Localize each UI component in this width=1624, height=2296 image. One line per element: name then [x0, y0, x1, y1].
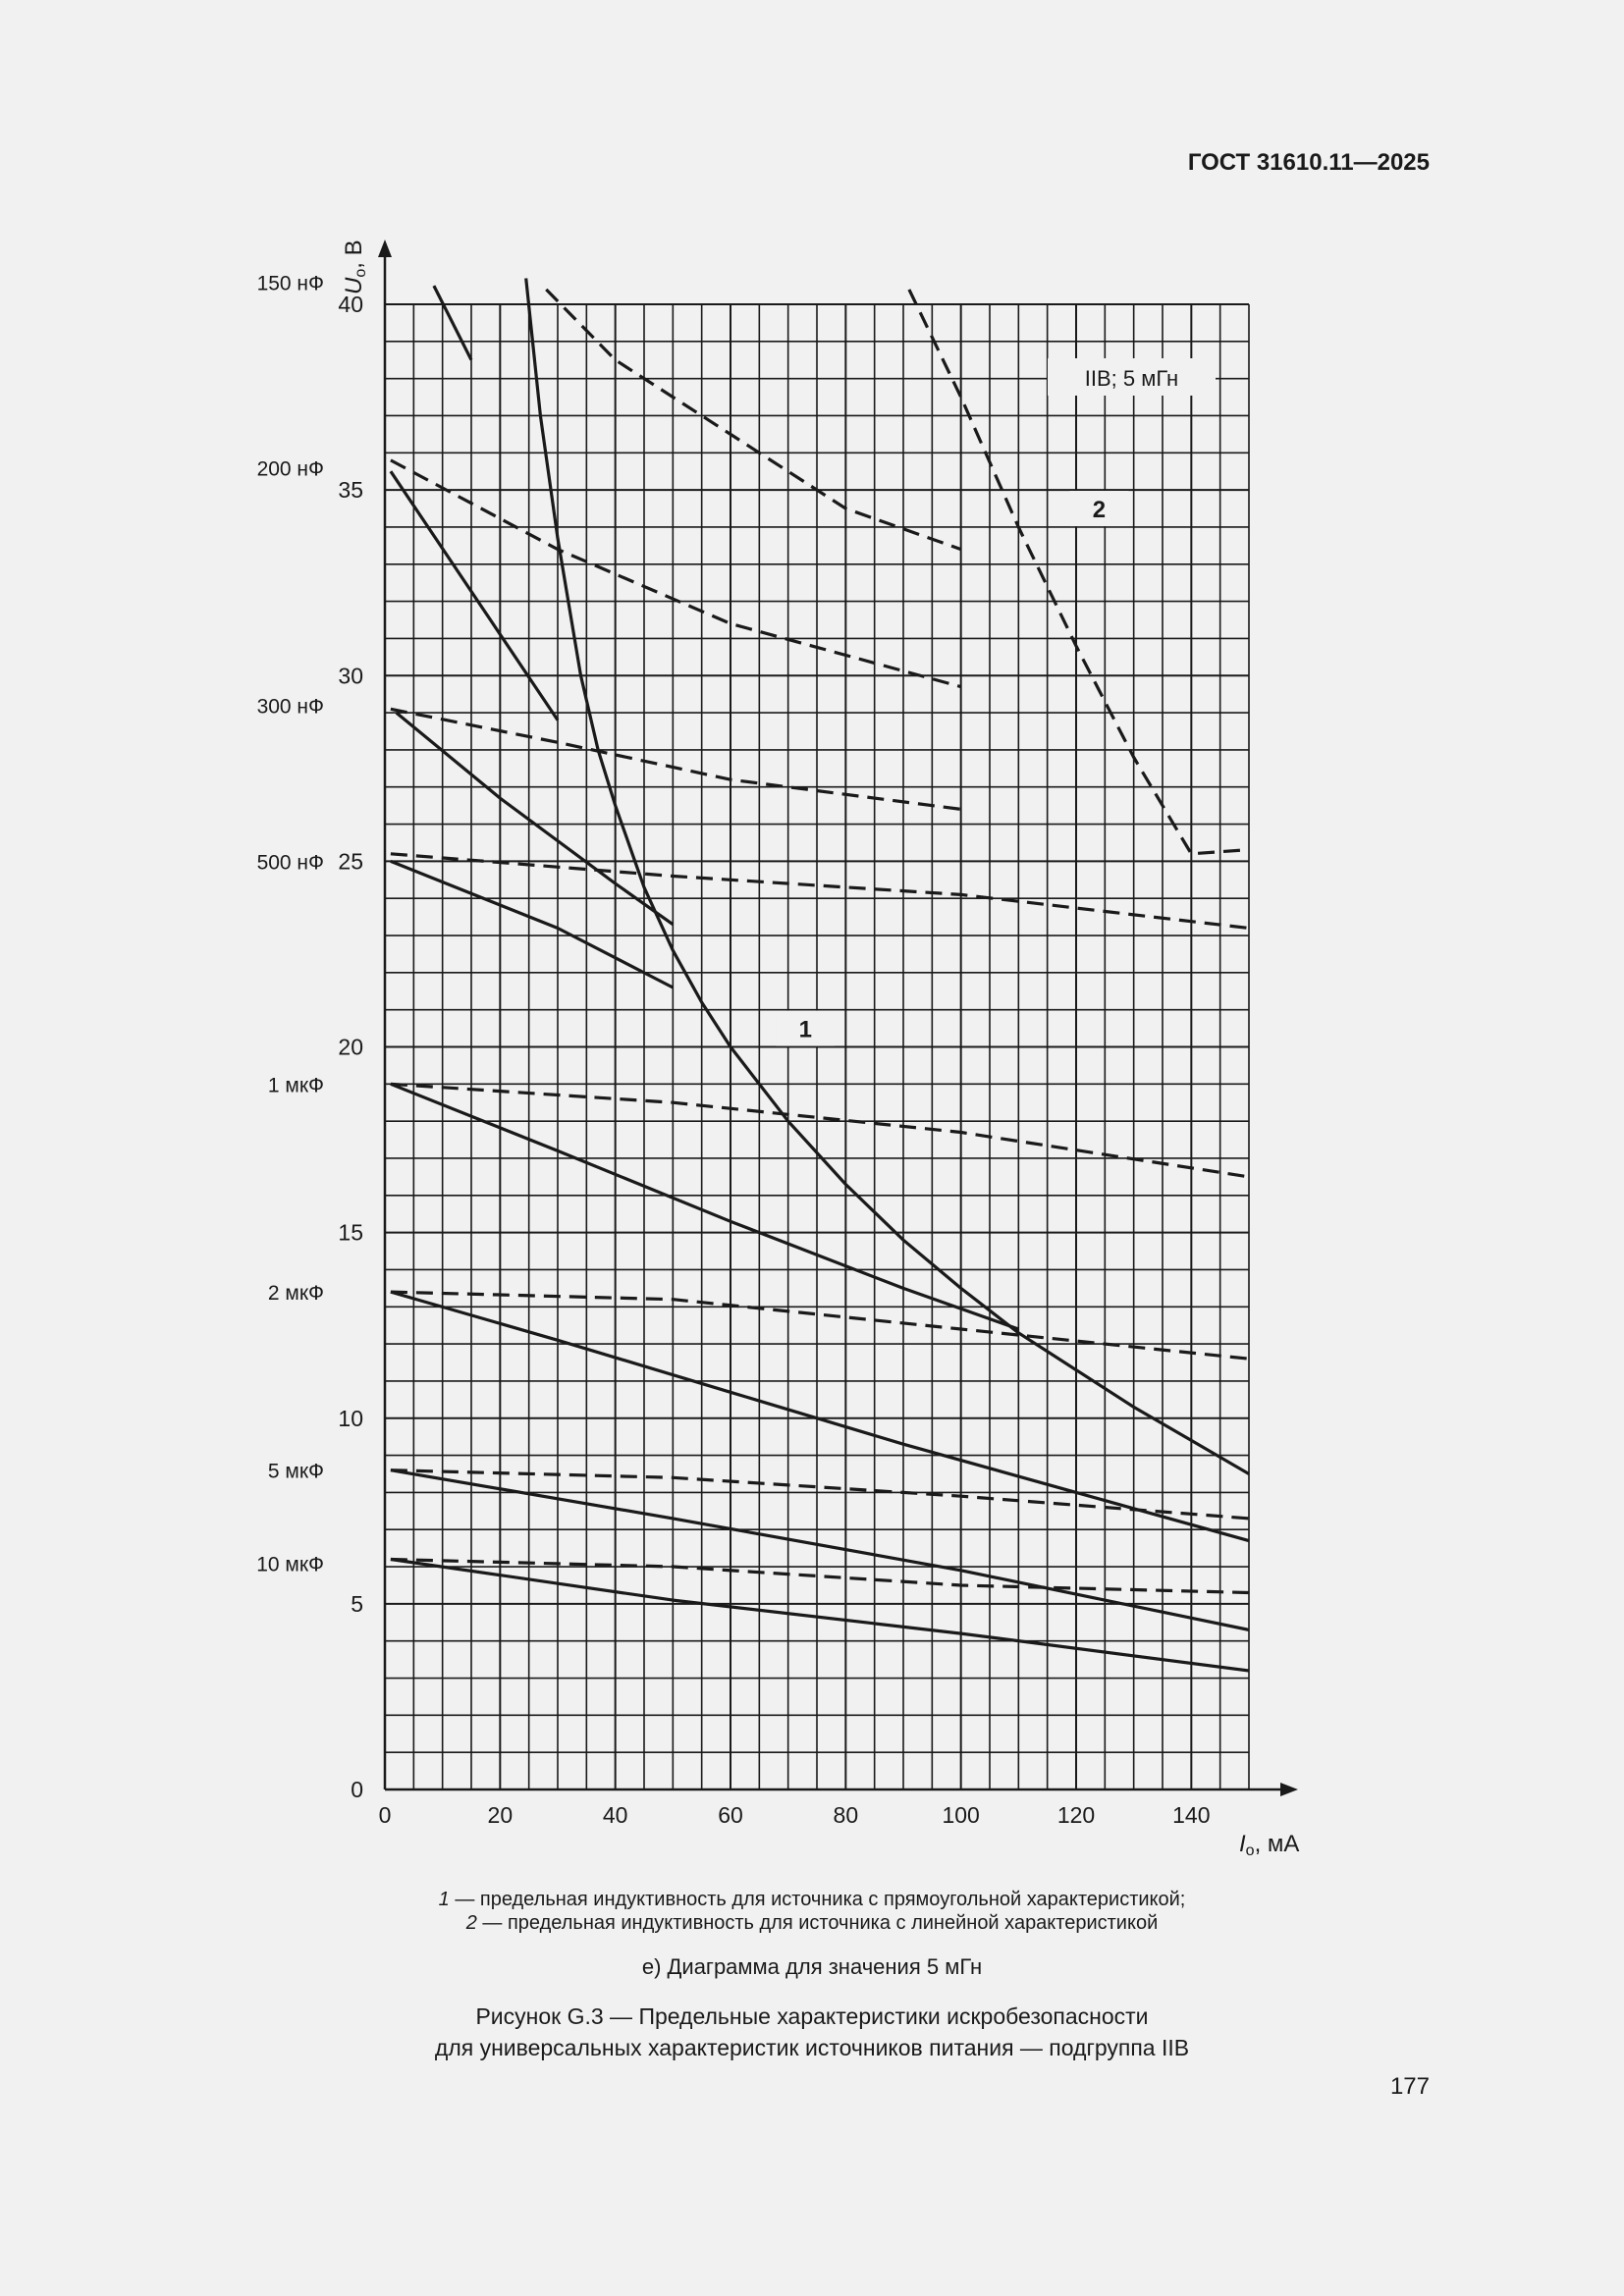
- caption-line-2: для универсальных характеристик источник…: [434, 2035, 1190, 2060]
- document-number: ГОСТ 31610.11—2025: [1187, 149, 1430, 176]
- x-tick-label: 20: [488, 1802, 514, 1828]
- capacitance-label: 500 нФ: [257, 851, 324, 874]
- solid-curve: [389, 470, 560, 721]
- x-axis-arrow: [1280, 1783, 1298, 1796]
- dashed-curve: [390, 1468, 1250, 1521]
- dashed-curve: [390, 1290, 1250, 1361]
- figure-caption: Рисунок G.3 — Предельные характеристики …: [0, 2001, 1624, 2063]
- x-axis-label: Io, мА: [1239, 1831, 1299, 1859]
- solid-curve: [390, 859, 675, 989]
- curve-label: 1: [799, 1017, 812, 1043]
- dashed-curve: [390, 707, 961, 811]
- y-tick-label: 0: [351, 1777, 363, 1802]
- page-number: 177: [1389, 2073, 1430, 2100]
- x-tick-label: 0: [379, 1802, 392, 1828]
- solid-curve: [524, 278, 1250, 1475]
- y-tick-label: 10: [338, 1406, 363, 1431]
- y-tick-label: 40: [338, 292, 363, 317]
- legend-number: 2: [465, 1912, 477, 1934]
- legend-text: — предельная индуктивность для источника…: [476, 1912, 1159, 1934]
- solid-curve: [432, 285, 473, 361]
- capacitance-label: 300 нФ: [257, 696, 324, 719]
- x-tick-label: 100: [942, 1802, 979, 1828]
- annotation-box: [1048, 358, 1216, 396]
- solid-curve: [390, 1290, 1250, 1543]
- caption-line-1: Рисунок G.3 — Предельные характеристики …: [475, 2003, 1149, 2029]
- legend-text: — предельная индуктивность для источника…: [449, 1889, 1186, 1910]
- curve-label: 2: [1093, 497, 1106, 523]
- capacitance-label: 5 мкФ: [268, 1461, 324, 1483]
- curve-label-box: [1069, 491, 1129, 527]
- x-tick-label: 80: [834, 1802, 859, 1828]
- y-axis-label: Uo, В: [341, 240, 369, 294]
- capacitance-label: 1 мкФ: [268, 1074, 324, 1096]
- y-tick-label: 30: [338, 663, 363, 688]
- dashed-curve: [390, 852, 1250, 931]
- dashed-curve: [390, 1082, 1250, 1179]
- capacitance-label: 200 нФ: [257, 457, 324, 480]
- x-tick-label: 60: [718, 1802, 743, 1828]
- y-tick-label: 15: [338, 1220, 363, 1246]
- x-tick-label: 120: [1057, 1802, 1095, 1828]
- x-tick-label: 140: [1172, 1802, 1210, 1828]
- legend-number: 1: [438, 1889, 450, 1910]
- y-tick-label: 35: [338, 477, 363, 503]
- capacitance-label: 2 мкФ: [268, 1282, 324, 1305]
- capacitance-label: 10 мкФ: [256, 1553, 324, 1575]
- solid-curve: [390, 1557, 1250, 1673]
- y-tick-label: 20: [338, 1035, 363, 1060]
- y-tick-label: 5: [351, 1591, 363, 1617]
- solid-curve: [390, 1082, 1019, 1331]
- solid-curve: [395, 711, 675, 927]
- dashed-curve: [545, 288, 962, 552]
- capacitance-label: 150 нФ: [257, 272, 324, 294]
- y-axis-arrow: [378, 240, 392, 257]
- x-tick-label: 40: [603, 1802, 628, 1828]
- annotation-text: IIB; 5 мГн: [1085, 366, 1178, 391]
- y-tick-label: 25: [338, 848, 363, 874]
- legend-item-1: 1 — предельная индуктивность для источни…: [0, 1889, 1624, 1911]
- legend-item-2: 2 — предельная индуктивность для источни…: [0, 1912, 1624, 1935]
- dashed-curve: [390, 458, 962, 689]
- subcaption: е) Диаграмма для значения 5 мГн: [641, 1954, 983, 1979]
- curve-label-box: [776, 1010, 836, 1046]
- solid-curve: [390, 1468, 1250, 1631]
- dashed-curve: [390, 1557, 1250, 1595]
- dashed-curve: [907, 289, 1244, 856]
